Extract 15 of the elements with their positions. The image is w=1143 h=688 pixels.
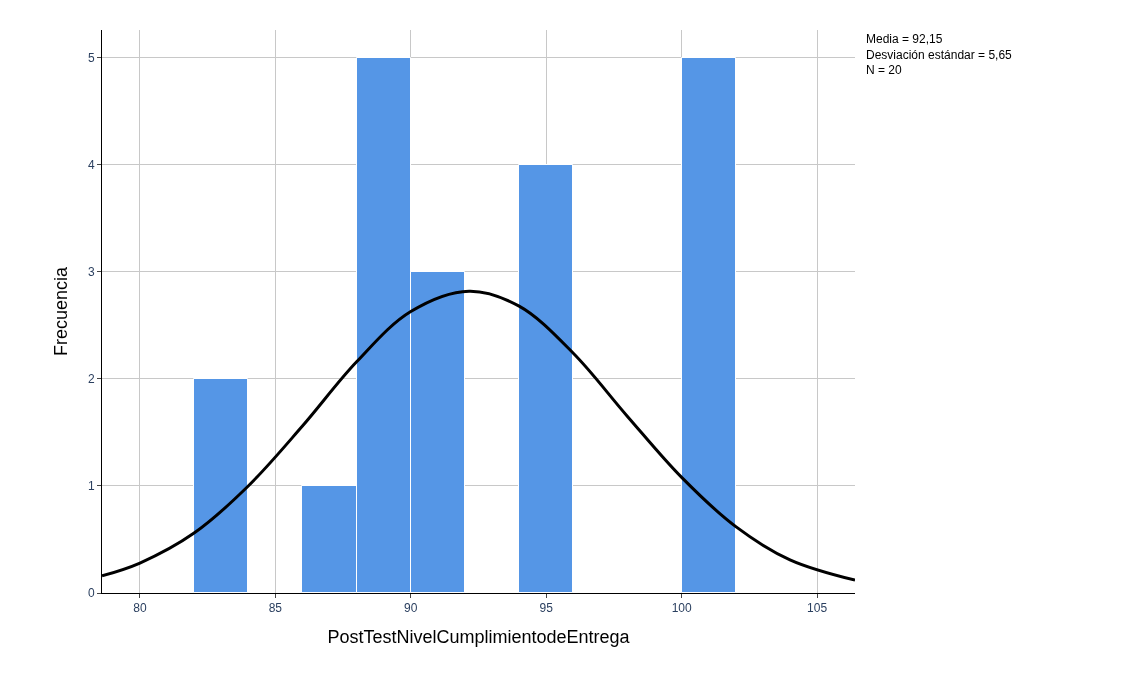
y-axis-title: Frecuencia [51, 265, 72, 357]
x-axis-title: PostTestNivelCumplimientodeEntrega [327, 626, 631, 647]
x-tick-label: 105 [807, 601, 828, 616]
x-tick-label: 85 [268, 601, 283, 616]
y-tick-label: 3 [87, 265, 95, 280]
x-tick-label: 100 [671, 601, 692, 616]
y-tick-label: 4 [87, 158, 95, 173]
text: Media = 92,15 Desviación estándar = 5,65 N = 20 [866, 32, 1013, 78]
y-tick-label: 1 [87, 479, 95, 494]
x-tick-label: 80 [133, 601, 147, 616]
y-tick-label: 2 [87, 372, 95, 387]
y-tick-label: 5 [87, 51, 95, 66]
x-tick-label: 90 [404, 601, 418, 616]
y-tick-label: 0 [87, 586, 95, 601]
x-tick-label: 95 [539, 601, 554, 616]
